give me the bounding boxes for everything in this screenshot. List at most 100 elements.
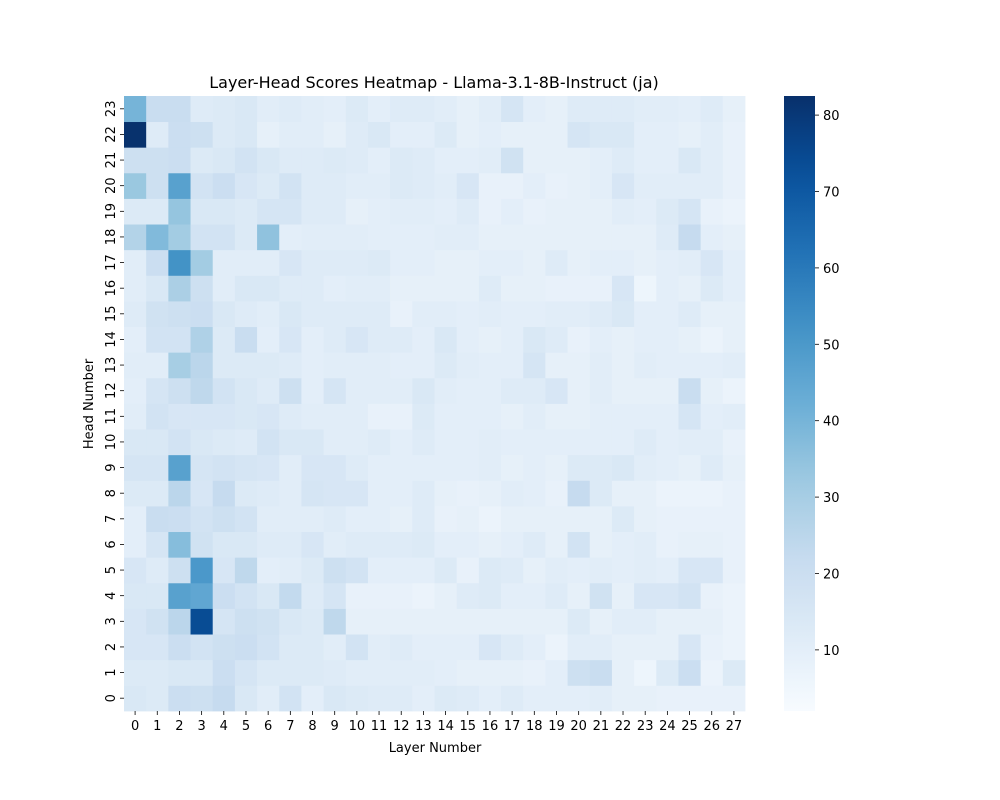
heatmap-cell-h17-l0 [124, 249, 147, 276]
heatmap-cell-h13-l10 [345, 352, 369, 379]
heatmap-cell-h6-l23 [634, 531, 657, 558]
heatmap-cell-h3-l3 [190, 608, 214, 635]
heatmap-cell-h22-l15 [456, 121, 480, 148]
heatmap-cell-h3-l12 [390, 608, 413, 635]
heatmap-cell-h8-l24 [656, 480, 679, 507]
heatmap-cell-h23-l0 [124, 96, 147, 123]
heatmap-cell-h16-l3 [190, 275, 214, 302]
heatmap-cell-h2-l17 [501, 634, 524, 661]
heatmap-cell-h14-l16 [478, 326, 502, 353]
heatmap-cell-h13-l11 [367, 352, 391, 379]
heatmap-cell-h14-l20 [567, 326, 591, 353]
heatmap-cell-h19-l15 [456, 198, 480, 225]
heatmap-cell-h21-l0 [124, 147, 147, 174]
heatmap-cell-h12-l6 [257, 377, 280, 404]
x-tick-label-20: 20 [570, 719, 587, 734]
heatmap-cell-h7-l22 [611, 506, 635, 533]
heatmap-cell-h17-l26 [700, 249, 724, 276]
heatmap-cell-h14-l19 [545, 326, 568, 353]
heatmap-cell-h15-l9 [323, 301, 347, 328]
heatmap-cell-h23-l14 [434, 96, 458, 123]
heatmap-cell-h20-l11 [367, 172, 391, 199]
heatmap-cell-h9-l1 [146, 454, 169, 481]
heatmap-cell-h12-l22 [611, 377, 635, 404]
heatmap-cell-h8-l10 [345, 480, 369, 507]
heatmap-cell-h13-l13 [412, 352, 435, 379]
heatmap-cell-h0-l20 [567, 685, 591, 712]
heatmap-cell-h15-l6 [257, 301, 280, 328]
x-tick-label-11: 11 [371, 719, 388, 734]
heatmap-cell-h7-l5 [234, 506, 258, 533]
heatmap-cell-h1-l4 [212, 659, 236, 686]
heatmap-cell-h12-l12 [390, 377, 413, 404]
heatmap-cell-h10-l0 [124, 429, 147, 456]
heatmap-cell-h22-l0 [124, 121, 147, 148]
x-tick-label-2: 2 [175, 719, 183, 734]
colorbar-tick-label-20: 20 [823, 567, 840, 582]
heatmap-cell-h1-l27 [722, 659, 746, 686]
heatmap-cell-h5-l21 [589, 557, 613, 584]
heatmap-cell-h13-l23 [634, 352, 657, 379]
x-tick-label-21: 21 [593, 719, 610, 734]
heatmap-cell-h15-l26 [700, 301, 724, 328]
heatmap-cell-h16-l22 [611, 275, 635, 302]
heatmap-cell-h17-l2 [168, 249, 191, 276]
heatmap-cell-h22-l6 [257, 121, 280, 148]
heatmap-cell-h1-l11 [367, 659, 391, 686]
y-axis-label: Head Number [82, 358, 97, 449]
heatmap-cell-h23-l2 [168, 96, 191, 123]
y-tick-label-18: 18 [104, 229, 119, 246]
colorbar-tick-label-10: 10 [823, 644, 840, 659]
heatmap-cell-h23-l22 [611, 96, 635, 123]
heatmap-cell-h7-l13 [412, 506, 435, 533]
heatmap-cells [124, 96, 746, 712]
heatmap-cell-h10-l1 [146, 429, 169, 456]
heatmap-cell-h6-l11 [367, 531, 391, 558]
heatmap-cell-h11-l4 [212, 403, 236, 430]
heatmap-cell-h13-l2 [168, 352, 191, 379]
heatmap-cell-h2-l5 [234, 634, 258, 661]
heatmap-cell-h0-l11 [367, 685, 391, 712]
heatmap-cell-h17-l21 [589, 249, 613, 276]
heatmap-cell-h3-l14 [434, 608, 458, 635]
heatmap-cell-h22-l22 [611, 121, 635, 148]
heatmap-cell-h0-l17 [501, 685, 524, 712]
heatmap-cell-h20-l1 [146, 172, 169, 199]
heatmap-cell-h6-l13 [412, 531, 435, 558]
heatmap-cell-h22-l24 [656, 121, 679, 148]
heatmap-cell-h4-l27 [722, 582, 746, 609]
heatmap-cell-h14-l6 [257, 326, 280, 353]
heatmap-cell-h20-l4 [212, 172, 236, 199]
x-tick-label-5: 5 [242, 719, 250, 734]
heatmap-cell-h8-l27 [722, 480, 746, 507]
heatmap-cell-h22-l8 [301, 121, 325, 148]
heatmap-cell-h7-l1 [146, 506, 169, 533]
heatmap-cell-h22-l20 [567, 121, 591, 148]
x-tick-label-16: 16 [482, 719, 499, 734]
heatmap-cell-h17-l24 [656, 249, 679, 276]
x-tick-label-27: 27 [726, 719, 743, 734]
colorbar-tick-label-80: 80 [823, 109, 840, 124]
heatmap-cell-h7-l7 [279, 506, 302, 533]
heatmap-cell-h11-l11 [367, 403, 391, 430]
heatmap-cell-h15-l7 [279, 301, 302, 328]
heatmap-cell-h7-l21 [589, 506, 613, 533]
heatmap-cell-h8-l22 [611, 480, 635, 507]
heatmap-cell-h0-l4 [212, 685, 236, 712]
heatmap-cell-h11-l1 [146, 403, 169, 430]
heatmap-cell-h11-l12 [390, 403, 413, 430]
heatmap-cell-h19-l16 [478, 198, 502, 225]
heatmap-cell-h16-l17 [501, 275, 524, 302]
heatmap-cell-h0-l5 [234, 685, 258, 712]
heatmap-cell-h8-l9 [323, 480, 347, 507]
heatmap-cell-h1-l22 [611, 659, 635, 686]
heatmap-cell-h10-l11 [367, 429, 391, 456]
heatmap-cell-h20-l2 [168, 172, 191, 199]
heatmap-cell-h5-l22 [611, 557, 635, 584]
heatmap-cell-h15-l11 [367, 301, 391, 328]
heatmap-cell-h8-l21 [589, 480, 613, 507]
heatmap-cell-h8-l7 [279, 480, 302, 507]
heatmap-cell-h0-l14 [434, 685, 458, 712]
heatmap-cell-h0-l1 [146, 685, 169, 712]
heatmap-cell-h10-l24 [656, 429, 679, 456]
